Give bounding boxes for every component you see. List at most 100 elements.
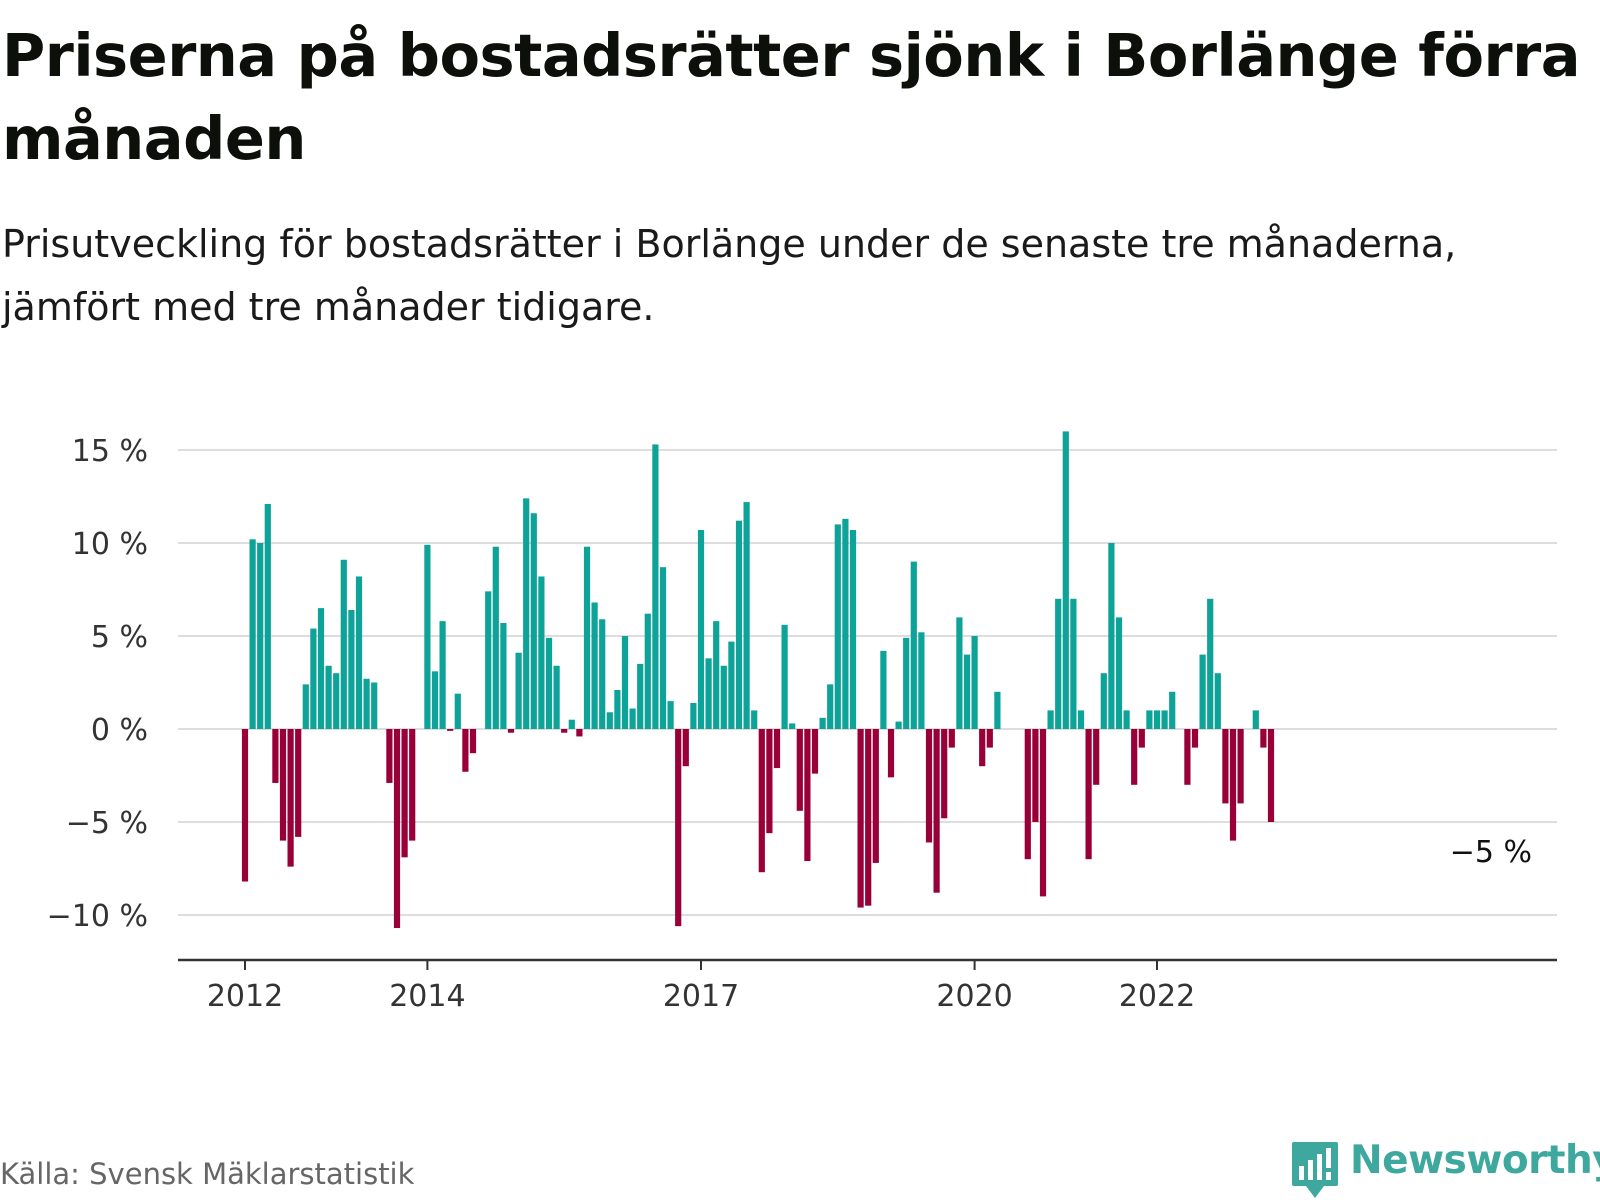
bar-positive [348,609,355,729]
bar-negative [561,729,568,733]
bar-negative [576,729,583,737]
bar-negative [393,729,401,929]
source-note: Källa: Svensk Mäklarstatistik [0,1157,415,1191]
bar-positive [956,617,963,729]
bar-negative [409,729,416,841]
bar-positive [530,513,537,729]
bar-negative [272,729,279,783]
bar-positive [743,502,750,729]
bar-positive [910,561,917,729]
bar-positive [553,665,560,729]
bar-positive [257,543,264,729]
bar-positive [751,710,758,729]
bar-negative [401,729,408,858]
bar-positive [1153,710,1161,729]
bar-positive [1115,617,1123,729]
x-tick-label: 2017 [663,979,739,1014]
bar-positive [424,544,431,729]
bar-positive [720,665,727,729]
bar-positive [249,539,256,729]
bar-negative [804,729,811,862]
bar-positive [621,636,629,729]
bar-negative [773,729,781,769]
bar-negative [1184,729,1191,785]
bar-negative [675,729,682,927]
bar-positive [1252,710,1259,729]
bar-positive [728,641,735,729]
bar-positive [1207,598,1214,729]
bar-negative [1085,729,1092,860]
bar-positive [1123,710,1130,729]
bar-positive [1108,543,1115,729]
bar-negative [1024,729,1031,860]
x-axis [178,958,1557,970]
bar-positive [903,637,910,729]
bar-negative [925,729,933,843]
bar-negative [1191,729,1199,748]
bar-negative [1260,729,1267,748]
bar-negative [948,729,955,748]
bar-positive [1100,673,1107,729]
bar-positive [994,691,1001,729]
bar-positive [325,665,332,729]
bar-chart-speech-bubble-icon [1292,1142,1338,1198]
bar-positive [827,684,834,729]
y-tick-label: 10 % [72,527,148,562]
y-tick-label: 15 % [72,434,148,469]
bar-negative [941,729,948,819]
bar-negative [933,729,940,893]
bar-negative [469,729,477,754]
bar-positive [690,702,697,729]
bar-negative [682,729,689,767]
bar-positive [652,444,659,729]
bar-negative [386,729,393,783]
x-tick-label: 2022 [1119,979,1195,1014]
bar-positive [637,663,644,729]
bar-negative [1093,729,1100,785]
bar-negative [865,729,872,906]
bar-negative [1138,729,1145,748]
bar-positive [363,678,370,729]
bar-positive [697,529,705,729]
chart-title: Priserna på bostadsrätter sjönk i Borlän… [2,21,1581,173]
bar-positive [880,650,887,729]
bar-positive [629,708,636,729]
bar-negative [1229,729,1237,841]
bar-positive [1070,598,1077,729]
axis-labels: 15 % 10 % 5 % 0 % −5 % −10 % 2012 2014 2017 2020 2… [47,434,1532,1014]
bar-negative [1222,729,1229,804]
bar-negative [1237,729,1244,804]
bar-positive [1146,710,1153,729]
bar-positive [713,621,720,729]
bar-negative [241,729,249,882]
bar-positive [614,689,621,729]
bar-positive [500,622,507,729]
bars [241,431,1275,929]
bar-positive [355,576,363,729]
bar-negative [766,729,773,834]
bar-positive [523,498,530,729]
bar-positive [644,613,651,729]
bar-positive [667,701,674,729]
bar-positive [454,693,461,729]
bar-positive [310,628,317,729]
x-tick-label: 2012 [207,979,283,1014]
bar-positive [431,671,439,729]
latest-value-label: −5 % [1450,835,1532,870]
x-tick-label: 2020 [936,979,1012,1014]
newsworthy-logo: Newsworthy [1290,1138,1600,1200]
chart-subtitle: Prisutveckling för bostadsrätter i Borlä… [2,222,1457,329]
bar-positive [515,652,522,729]
brand-name: Newsworthy [1350,1138,1600,1183]
bar-negative [295,729,302,837]
bar-positive [1161,710,1168,729]
bar-negative [811,729,819,774]
bar-positive [735,520,743,729]
bar-negative [507,729,515,733]
bar-negative [887,729,895,778]
bar-positive [659,567,667,729]
bar-negative [1032,729,1039,822]
bar-positive [317,608,325,729]
bar-positive [333,673,340,729]
